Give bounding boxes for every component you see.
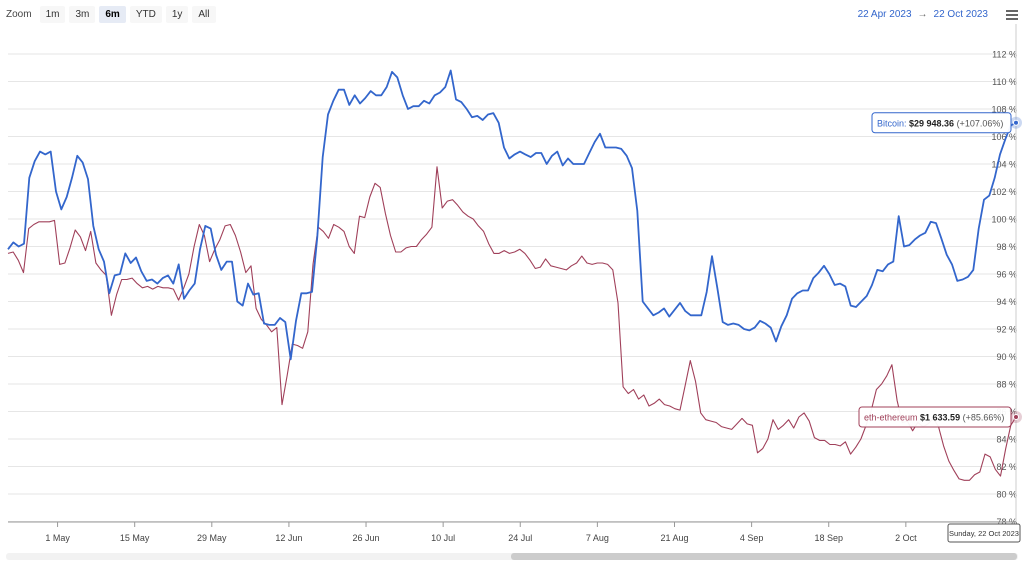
ethereum-tooltip: eth-ethereum $1 633.59 (+85.66%) <box>858 406 1012 428</box>
tooltip-text: eth-ethereum $1 633.59 (+85.66%) <box>864 413 1004 423</box>
x-tick-label: 29 May <box>197 533 227 543</box>
bitcoin-end-marker <box>1013 119 1019 126</box>
tooltip-ethereum-change: (+85.66%) <box>963 413 1005 423</box>
y-tick-label: 102 % <box>991 187 1017 197</box>
date-tooltip-text: Sunday, 22 Oct 2023 <box>949 529 1019 538</box>
x-tick-label: 18 Sep <box>814 533 843 543</box>
zoom-ytd-button[interactable]: YTD <box>129 6 162 23</box>
date-range: 22 Apr 2023 → 22 Oct 2023 <box>858 9 988 20</box>
y-tick-label: 112 % <box>992 50 1017 60</box>
zoom-6m-button[interactable]: 6m <box>99 6 126 23</box>
x-tick-label: 15 May <box>120 533 150 543</box>
y-tick-label: 80 % <box>996 490 1017 500</box>
bitcoin-line <box>7 69 1017 361</box>
x-tick-label: 21 Aug <box>660 533 688 543</box>
tooltip-bitcoin-value: $29 948.36 <box>909 118 957 128</box>
tooltip-ethereum-name: eth-ethereum <box>864 413 920 423</box>
y-tick-label: 98 % <box>996 242 1017 252</box>
y-tick-label: 110 % <box>992 77 1017 87</box>
x-tick-label: 10 Jul <box>431 533 455 543</box>
y-tick-label: 84 % <box>996 435 1017 445</box>
date-tooltip-box <box>947 523 1021 543</box>
y-tick-label: 96 % <box>996 270 1017 280</box>
x-tick-label: 12 Jun <box>275 533 302 543</box>
tooltip-bitcoin-name: Bitcoin: <box>877 118 909 128</box>
range-arrow: → <box>917 9 928 20</box>
y-tick-label: 104 % <box>991 160 1017 170</box>
tooltip-box <box>858 406 1012 428</box>
scrollbar-thumb[interactable] <box>511 553 1017 560</box>
x-tick-label: 7 Aug <box>586 533 609 543</box>
x-tick-label: 24 Jul <box>508 533 532 543</box>
ethereum-line <box>7 166 1017 481</box>
zoom-1y-button[interactable]: 1y <box>165 6 189 23</box>
range-to-date[interactable]: 22 Oct 2023 <box>933 9 988 20</box>
tooltip-text: Bitcoin: $29 948.36 (+107.06%) <box>877 118 1003 128</box>
hamburger-menu-icon[interactable] <box>1006 10 1018 20</box>
zoom-1m-button[interactable]: 1m <box>39 6 66 23</box>
ethereum-end-marker <box>1013 414 1019 420</box>
x-tick-label: 1 May <box>45 533 70 543</box>
zoom-all-button[interactable]: All <box>192 6 216 23</box>
y-tick-label: 100 % <box>991 215 1017 225</box>
y-tick-label: 88 % <box>996 380 1017 390</box>
tooltip-ethereum-value: $1 633.59 <box>920 413 963 423</box>
y-tick-label: 92 % <box>996 325 1017 335</box>
y-tick-label: 90 % <box>996 352 1017 362</box>
y-tick-label: 94 % <box>996 297 1017 307</box>
x-tick-label: 4 Sep <box>740 533 764 543</box>
zoom-3m-button[interactable]: 3m <box>69 6 96 23</box>
x-tick-label: 26 Jun <box>353 533 380 543</box>
y-tick-label: 82 % <box>996 462 1017 472</box>
range-from-date[interactable]: 22 Apr 2023 <box>857 9 912 20</box>
bitcoin-tooltip: Bitcoin: $29 948.36 (+107.06%) <box>871 112 1012 134</box>
zoom-label: Zoom <box>6 9 32 20</box>
y-tick-label: 108 % <box>991 105 1017 115</box>
zoom-toolbar: Zoom 1m 3m 6m YTD 1y All <box>6 6 216 23</box>
x-tick-label: 2 Oct <box>895 533 917 543</box>
y-tick-label: 106 % <box>991 132 1017 142</box>
tooltip-box <box>871 112 1012 134</box>
date-tooltip: Sunday, 22 Oct 2023 <box>947 523 1021 543</box>
tooltip-bitcoin-change: (+107.06%) <box>957 118 1004 128</box>
